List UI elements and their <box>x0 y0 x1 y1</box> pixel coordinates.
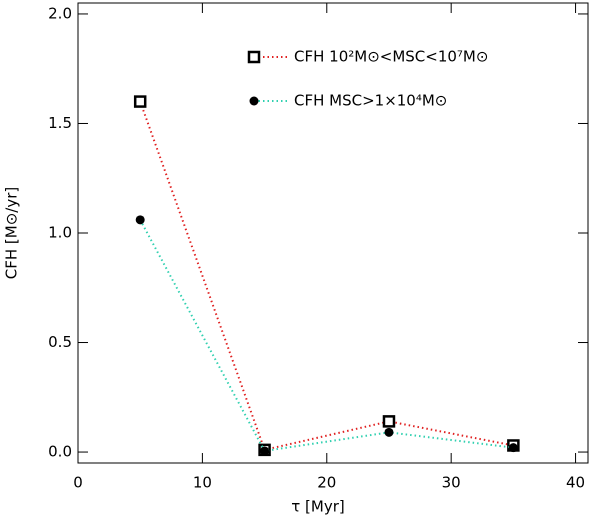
x-tick-label: 20 <box>317 474 336 492</box>
plot-frame <box>77 2 589 464</box>
point-circle <box>508 443 518 453</box>
x-tick-label: 40 <box>566 474 585 492</box>
point-square <box>382 415 396 428</box>
y-axis-label: CFH [M⊙/yr] <box>3 187 21 279</box>
y-tick-label: 0.5 <box>48 333 72 351</box>
series-line <box>139 101 514 452</box>
y-tick-label: 1.0 <box>48 224 72 242</box>
legend-marker-square <box>247 50 261 64</box>
point-circle <box>135 215 145 225</box>
point-circle <box>384 427 394 437</box>
point-circle <box>260 446 270 456</box>
x-axis-label: τ [Myr] <box>291 498 345 516</box>
x-tick-label: 10 <box>193 474 212 492</box>
point-square <box>133 95 147 108</box>
legend-label: CFH MSC>1×10⁴M⊙ <box>294 92 447 110</box>
y-tick-label: 0.0 <box>48 443 72 461</box>
series-line <box>139 219 514 453</box>
y-tick-label: 2.0 <box>48 4 72 22</box>
legend-marker-circle <box>249 96 259 106</box>
y-tick-label: 1.5 <box>48 114 72 132</box>
x-tick-label: 0 <box>73 474 83 492</box>
x-tick-label: 30 <box>442 474 461 492</box>
legend-label: CFH 10²M⊙<MSC<10⁷M⊙ <box>294 48 488 66</box>
